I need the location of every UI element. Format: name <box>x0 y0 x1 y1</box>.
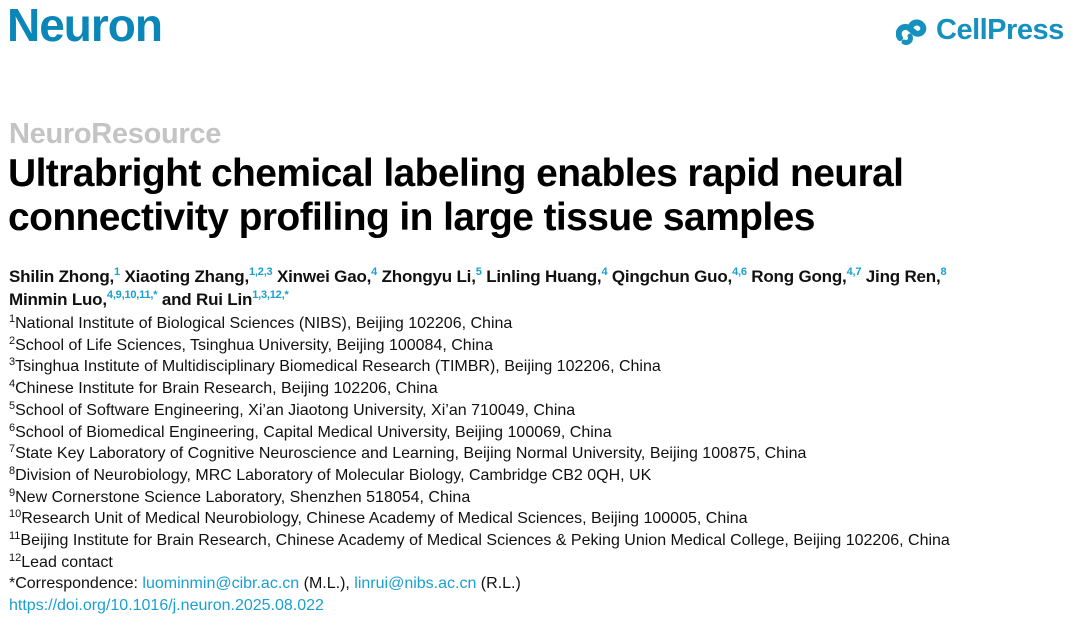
affiliation-text: Chinese Institute for Brain Research, Be… <box>15 380 438 398</box>
author: Rong Gong,4,7 <box>751 266 862 287</box>
author: Minmin Luo,4,9,10,11,* <box>9 289 158 310</box>
cellpress-logo: CellPress <box>896 14 1064 47</box>
title-line-2: connectivity profiling in large tissue s… <box>8 196 815 239</box>
affiliation: 3Tsinghua Institute of Multidisciplinary… <box>9 356 950 378</box>
affiliation-number: 8 <box>9 464 16 477</box>
affiliation-number: 2 <box>9 334 16 347</box>
affiliation-number: 6 <box>9 421 16 434</box>
affiliation-text: National Institute of Biological Science… <box>15 315 513 332</box>
affiliation-number: 3 <box>9 356 16 369</box>
correspondence-initials: (M.L.), <box>299 575 355 593</box>
author-name: Minmin Luo, <box>9 290 107 309</box>
affiliation: 9New Cornerstone Science Laboratory, She… <box>9 487 950 509</box>
affiliation-text: School of Life Sciences, Tsinghua Univer… <box>15 336 494 354</box>
affiliation-text: School of Software Engineering, Xi’an Ji… <box>15 401 576 419</box>
author-affiliation-marker[interactable]: 4 <box>371 266 378 278</box>
affiliation-list: 1National Institute of Biological Scienc… <box>9 313 950 617</box>
affiliation: 7State Key Laboratory of Cognitive Neuro… <box>9 443 950 465</box>
author-affiliation-marker[interactable]: 1,3,12,* <box>252 289 289 301</box>
author-name: Linling Huang, <box>486 267 602 286</box>
affiliation-text: Lead contact <box>21 553 113 571</box>
author: and Rui Lin1,3,12,* <box>161 289 289 310</box>
author-name: Qingchun Guo, <box>611 267 733 286</box>
affiliation-text: Tsinghua Institute of Multidisciplinary … <box>15 358 661 376</box>
article-section: NeuroResource <box>9 118 222 150</box>
affiliation: 12Lead contact <box>9 552 950 574</box>
author-affiliation-marker[interactable]: 5 <box>475 266 482 278</box>
affiliation-text: New Cornerstone Science Laboratory, Shen… <box>15 488 471 506</box>
affiliation-number: 4 <box>9 378 16 391</box>
affiliation: 11Beijing Institute for Brain Research, … <box>9 530 950 552</box>
author-list: Shilin Zhong,1 Xiaoting Zhang,1,2,3 Xinw… <box>9 265 1079 311</box>
email-link[interactable]: linrui@nibs.ac.cn <box>354 575 477 593</box>
author-affiliation-marker[interactable]: 8 <box>940 266 947 278</box>
affiliation-text: School of Biomedical Engineering, Capita… <box>15 423 612 441</box>
affiliation-text: Research Unit of Medical Neurobiology, C… <box>21 510 748 528</box>
journal-name: Neuron <box>7 0 163 51</box>
author-name: Rong Gong, <box>751 267 847 286</box>
correspondence-initials: (R.L.) <box>476 575 521 593</box>
author: Jing Ren,8 <box>865 266 947 287</box>
author-affiliation-marker[interactable]: 4 <box>601 266 608 278</box>
author-name: Zhongyu Li, <box>381 267 476 286</box>
author-affiliation-marker[interactable]: 1,2,3 <box>249 266 273 278</box>
affiliation-text: Beijing Institute for Brain Research, Ch… <box>20 532 950 550</box>
affiliation: 8Division of Neurobiology, MRC Laborator… <box>9 465 950 487</box>
affiliation: 10Research Unit of Medical Neurobiology,… <box>9 508 950 530</box>
affiliation: 6School of Biomedical Engineering, Capit… <box>9 422 950 444</box>
affiliation-number: 10 <box>9 508 22 521</box>
doi-link[interactable]: https://doi.org/10.1016/j.neuron.2025.08… <box>9 597 324 615</box>
affiliation-number: 11 <box>9 530 21 543</box>
author-affiliation-marker[interactable]: 4,7 <box>846 266 862 278</box>
affiliation: 5School of Software Engineering, Xi’an J… <box>9 400 950 422</box>
affiliation-number: 7 <box>9 443 16 456</box>
affiliation-number: 12 <box>9 551 22 564</box>
affiliation-text: Division of Neurobiology, MRC Laboratory… <box>15 466 652 484</box>
author-name: Jing Ren, <box>865 267 941 286</box>
affiliation: 1National Institute of Biological Scienc… <box>9 313 950 335</box>
author: Xiaoting Zhang,1,2,3 <box>124 266 273 287</box>
affiliation-number: 1 <box>9 313 16 325</box>
publisher-name: CellPress <box>936 14 1064 46</box>
email-link[interactable]: luominmin@cibr.ac.cn <box>142 575 300 593</box>
author-name: Xinwei Gao, <box>277 267 372 286</box>
author: Xinwei Gao,4 <box>277 266 378 287</box>
author: Shilin Zhong,1 <box>9 266 120 287</box>
affiliation: 4Chinese Institute for Brain Research, B… <box>9 378 950 400</box>
title-line-1: Ultrabright chemical labeling enables ra… <box>8 152 904 195</box>
author: Zhongyu Li,5 <box>381 266 482 287</box>
correspondence-label: *Correspondence: <box>9 575 143 593</box>
affiliation: 2School of Life Sciences, Tsinghua Unive… <box>9 335 950 357</box>
author: Qingchun Guo,4,6 <box>611 266 747 287</box>
author-affiliation-marker[interactable]: 1 <box>114 266 120 278</box>
cellpress-mark-icon <box>896 19 927 45</box>
author-name: and Rui Lin <box>161 290 253 309</box>
correspondence: *Correspondence: luominmin@cibr.ac.cn (M… <box>9 573 950 595</box>
author-affiliation-marker[interactable]: 4,6 <box>732 266 747 278</box>
author-name: Xiaoting Zhang, <box>124 267 250 286</box>
author: Linling Huang,4 <box>486 266 608 287</box>
affiliation-text: State Key Laboratory of Cognitive Neuros… <box>15 445 807 463</box>
author-affiliation-marker[interactable]: 4,9,10,11,* <box>106 289 158 301</box>
affiliation-number: 9 <box>9 486 16 499</box>
affiliation-number: 5 <box>9 399 16 412</box>
article-title: Ultrabright chemical labeling enables ra… <box>8 152 1068 240</box>
author-name: Shilin Zhong, <box>9 267 115 286</box>
